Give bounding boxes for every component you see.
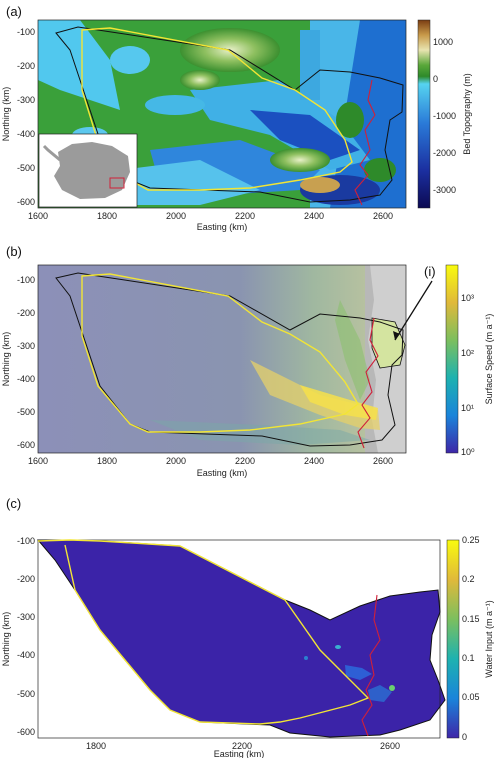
svg-text:1000: 1000 xyxy=(433,37,453,47)
svg-text:10¹: 10¹ xyxy=(461,403,474,413)
svg-text:-1000: -1000 xyxy=(433,111,456,121)
svg-text:1800: 1800 xyxy=(97,456,117,466)
svg-text:1600: 1600 xyxy=(28,456,48,466)
svg-text:-3000: -3000 xyxy=(433,185,456,195)
yellow-outline-b xyxy=(81,273,359,433)
svg-text:2200: 2200 xyxy=(235,456,255,466)
svg-text:-600: -600 xyxy=(17,440,35,450)
svg-text:-100: -100 xyxy=(17,536,35,546)
svg-text:2400: 2400 xyxy=(304,456,324,466)
panel-c-label: (c) xyxy=(6,496,21,511)
svg-text:-400: -400 xyxy=(17,129,35,139)
panel-c: (c) 1800 2200 2600 Easting (km) -100 -20… xyxy=(1,496,494,758)
svg-text:-300: -300 xyxy=(17,612,35,622)
ylabel-c: Northing (km) xyxy=(1,612,11,667)
svg-text:0.25: 0.25 xyxy=(462,535,480,545)
svg-text:-300: -300 xyxy=(17,341,35,351)
panel-a-label: (a) xyxy=(6,4,22,19)
svg-text:-400: -400 xyxy=(17,650,35,660)
svg-text:-100: -100 xyxy=(17,275,35,285)
red-line-c xyxy=(361,594,381,737)
axis-y-a: -100 -200 -300 -400 -500 -600 Northing (… xyxy=(1,27,35,207)
svg-text:-200: -200 xyxy=(17,61,35,71)
xlabel-a: Easting (km) xyxy=(197,222,248,232)
svg-text:0: 0 xyxy=(433,74,438,84)
svg-text:2400: 2400 xyxy=(304,211,324,221)
cbar-label-c: Water Input (m a⁻¹) xyxy=(484,600,494,677)
svg-text:10³: 10³ xyxy=(461,293,474,303)
svg-text:10⁰: 10⁰ xyxy=(461,447,475,457)
panel-b-label: (b) xyxy=(6,244,22,259)
axis-x-a: 1600 1800 2000 2200 2400 2600 Easting (k… xyxy=(28,211,393,232)
xlabel-c: Easting (km) xyxy=(214,749,265,758)
cbar-label-a: Bed Topography (m) xyxy=(462,73,472,154)
ylabel-b: Northing (km) xyxy=(1,332,11,387)
svg-text:2200: 2200 xyxy=(235,211,255,221)
red-line-b xyxy=(357,317,379,449)
svg-text:2600: 2600 xyxy=(373,211,393,221)
svg-text:10²: 10² xyxy=(461,348,474,358)
colorbar-a: 1000 0 -1000 -2000 -3000 Bed Topography … xyxy=(417,19,472,209)
svg-text:1600: 1600 xyxy=(28,211,48,221)
axis-y-b: -100 -200 -300 -400 -500 -600 Northing (… xyxy=(1,275,35,450)
colorbar-c: 0.25 0.2 0.15 0.1 0.05 0 Water Input (m … xyxy=(446,535,494,742)
surface-speed-map xyxy=(38,265,406,453)
ylabel-a: Northing (km) xyxy=(1,87,11,142)
svg-text:-400: -400 xyxy=(17,374,35,384)
svg-text:0.2: 0.2 xyxy=(462,574,475,584)
axis-x-b: 1600 1800 2000 2200 2400 2600 Easting (k… xyxy=(28,456,393,478)
svg-text:2200: 2200 xyxy=(232,741,252,751)
svg-text:-600: -600 xyxy=(17,727,35,737)
panel-a: (a) xyxy=(1,4,472,232)
svg-text:-200: -200 xyxy=(17,308,35,318)
yellow-outline-c xyxy=(37,539,370,725)
annotation-i: (i) xyxy=(393,264,436,341)
svg-text:2000: 2000 xyxy=(166,456,186,466)
svg-text:-300: -300 xyxy=(17,95,35,105)
svg-text:0.1: 0.1 xyxy=(462,653,475,663)
red-line-a xyxy=(354,79,376,206)
axis-x-c: 1800 2200 2600 Easting (km) xyxy=(86,741,400,758)
svg-text:0: 0 xyxy=(462,732,467,742)
bed-topography-map xyxy=(38,20,406,208)
svg-text:2600: 2600 xyxy=(373,456,393,466)
svg-text:-500: -500 xyxy=(17,407,35,417)
water-input-map xyxy=(38,540,445,737)
colorbar-b: 10³ 10² 10¹ 10⁰ Surface Speed (m a⁻¹) xyxy=(445,264,494,457)
panel-b: (b) (i) 1600 1800 2000 2200 24 xyxy=(1,244,494,478)
axis-y-c: -100 -200 -300 -400 -500 -600 Northing (… xyxy=(1,536,35,737)
svg-text:-200: -200 xyxy=(17,574,35,584)
antarctica-inset xyxy=(38,133,138,208)
svg-text:(i): (i) xyxy=(424,264,436,279)
svg-text:1800: 1800 xyxy=(97,211,117,221)
svg-text:-2000: -2000 xyxy=(433,148,456,158)
svg-text:-100: -100 xyxy=(17,27,35,37)
svg-text:0.05: 0.05 xyxy=(462,692,480,702)
svg-text:1800: 1800 xyxy=(86,741,106,751)
svg-text:-500: -500 xyxy=(17,689,35,699)
cbar-label-b: Surface Speed (m a⁻¹) xyxy=(484,314,494,405)
xlabel-b: Easting (km) xyxy=(197,468,248,478)
svg-text:-500: -500 xyxy=(17,163,35,173)
svg-text:0.15: 0.15 xyxy=(462,614,480,624)
svg-text:2000: 2000 xyxy=(166,211,186,221)
svg-text:-600: -600 xyxy=(17,197,35,207)
svg-text:2600: 2600 xyxy=(380,741,400,751)
